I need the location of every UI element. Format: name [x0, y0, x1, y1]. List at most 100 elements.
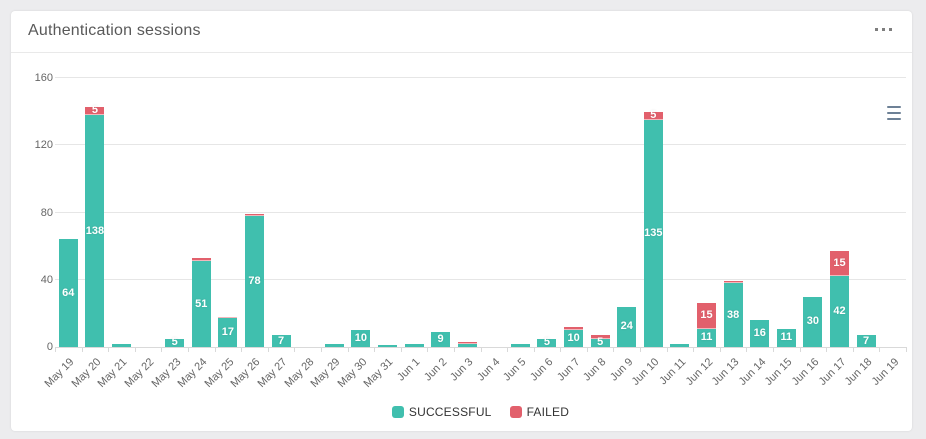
bar-segment-successful[interactable]: 11: [776, 328, 796, 347]
x-tick-mark: [586, 347, 588, 352]
bar-segment-successful[interactable]: 42: [830, 276, 850, 347]
bar-segment-successful[interactable]: [324, 343, 344, 347]
bar-may-23[interactable]: 5: [165, 337, 185, 348]
bar-segment-failed[interactable]: 5: [643, 109, 663, 120]
bar-may-20[interactable]: 5 138: [85, 104, 105, 347]
bar-segment-failed[interactable]: 15: [697, 303, 717, 329]
bar-may-24[interactable]: 51: [191, 257, 211, 347]
bar-jun-8[interactable]: 5: [590, 335, 610, 348]
page-title: Authentication sessions: [28, 22, 201, 39]
bar-jun-12[interactable]: 15 11: [697, 303, 717, 347]
bar-jun-18[interactable]: 7: [856, 334, 876, 347]
bar-segment-successful[interactable]: 5: [590, 337, 610, 348]
chart-export-menu-icon[interactable]: [883, 103, 905, 123]
x-tick-mark: [81, 347, 83, 352]
bar-segment-failed[interactable]: [457, 341, 477, 344]
ellipsis-dot: [882, 28, 885, 31]
bar-segment-successful[interactable]: [457, 343, 477, 347]
bar-may-26[interactable]: 78: [244, 214, 264, 347]
bar-segment-successful[interactable]: 9: [431, 331, 451, 347]
legend-swatch: [391, 406, 404, 418]
bar-value-label: 138: [85, 224, 105, 237]
bar-jun-7[interactable]: 10: [564, 326, 584, 347]
x-tick-mark: [507, 347, 509, 352]
bar-segment-failed[interactable]: [723, 281, 743, 284]
bar-may-29[interactable]: [324, 343, 344, 347]
bar-segment-successful[interactable]: [377, 345, 397, 347]
bar-segment-failed[interactable]: [244, 214, 264, 216]
x-tick-mark: [214, 347, 216, 352]
bar-may-21[interactable]: [111, 343, 131, 347]
bar-jun-2[interactable]: 9: [431, 331, 451, 347]
x-tick-mark: [879, 347, 881, 352]
bar-jun-1[interactable]: [404, 343, 424, 347]
bar-segment-successful[interactable]: [404, 343, 424, 347]
bar-segment-successful[interactable]: 138: [85, 115, 105, 347]
bar-jun-11[interactable]: [670, 343, 690, 347]
bar-segment-successful[interactable]: 10: [351, 330, 371, 347]
bar-value-label: 5: [543, 336, 551, 349]
bar-segment-successful[interactable]: 11: [697, 328, 717, 347]
x-tick-mark: [852, 347, 854, 352]
legend-label: SUCCESSFUL: [408, 405, 492, 419]
x-tick-mark: [453, 347, 455, 352]
bar-segment-failed[interactable]: [590, 335, 610, 339]
bar-may-25[interactable]: 17: [218, 316, 238, 347]
bar-value-label: 7: [863, 334, 870, 347]
x-tick-mark: [347, 347, 349, 352]
gridline: [55, 144, 906, 146]
y-tick-label: 0: [46, 341, 53, 353]
legend-item-successful[interactable]: SUCCESSFUL: [391, 405, 492, 419]
bar-segment-successful[interactable]: 64: [58, 239, 78, 347]
bar-segment-failed[interactable]: [564, 326, 584, 331]
bar-segment-successful[interactable]: 78: [244, 215, 264, 347]
bar-jun-17[interactable]: 15 42: [830, 251, 850, 347]
bar-segment-successful[interactable]: 17: [218, 318, 238, 347]
card-header: Authentication sessions: [11, 11, 912, 53]
bar-may-30[interactable]: 10: [351, 330, 371, 347]
bar-segment-successful[interactable]: [670, 343, 690, 347]
x-tick-mark: [108, 347, 110, 352]
legend-item-failed[interactable]: FAILED: [509, 405, 570, 419]
x-tick-mark: [719, 347, 721, 352]
bar-may-19[interactable]: 64: [58, 239, 78, 347]
x-tick-mark: [746, 347, 748, 352]
bar-segment-successful[interactable]: 135: [643, 120, 663, 347]
bar-value-label: 15: [833, 256, 846, 269]
bar-segment-successful[interactable]: 24: [617, 306, 637, 347]
bar-value-label: 30: [806, 315, 820, 328]
bar-jun-13[interactable]: 38: [723, 281, 743, 347]
bar-segment-successful[interactable]: 38: [723, 283, 743, 347]
bar-segment-successful[interactable]: [510, 343, 530, 347]
bar-segment-failed[interactable]: [191, 257, 211, 262]
bar-segment-successful[interactable]: 7: [856, 334, 876, 347]
bar-segment-successful[interactable]: 10: [564, 330, 584, 347]
bar-jun-3[interactable]: [457, 341, 477, 347]
bar-jun-5[interactable]: [510, 343, 530, 347]
bar-segment-successful[interactable]: 5: [537, 336, 557, 349]
gridline: [55, 211, 906, 213]
bar-may-31[interactable]: [377, 345, 397, 347]
x-tick-mark: [427, 347, 429, 352]
bar-segment-failed[interactable]: 5: [85, 104, 105, 115]
bar-segment-successful[interactable]: 7: [271, 335, 291, 347]
bar-value-label: 51: [195, 297, 208, 310]
bar-segment-successful[interactable]: [111, 343, 131, 347]
bar-jun-9[interactable]: 24: [617, 306, 637, 347]
bar-segment-successful[interactable]: 51: [191, 261, 211, 347]
bar-jun-15[interactable]: 11: [776, 328, 796, 347]
bar-value-label: 42: [833, 305, 846, 318]
chart-card: Authentication sessions 64 5 138 5 51 17 78 7 10…: [11, 11, 912, 431]
bar-segment-successful[interactable]: 5: [165, 337, 185, 348]
bar-jun-6[interactable]: 5: [537, 336, 557, 349]
bar-segment-failed[interactable]: [218, 316, 238, 319]
bar-jun-10[interactable]: 5 135: [643, 109, 663, 347]
bar-jun-14[interactable]: 16: [750, 320, 770, 347]
bar-jun-16[interactable]: 30: [803, 296, 823, 347]
bar-may-27[interactable]: 7: [271, 335, 291, 347]
bar-segment-successful[interactable]: 30: [803, 296, 823, 347]
bar-segment-successful[interactable]: 16: [750, 320, 770, 347]
bar-segment-failed[interactable]: 15: [830, 251, 850, 277]
bar-value-label: 64: [62, 286, 75, 299]
more-options-icon[interactable]: [871, 24, 896, 35]
